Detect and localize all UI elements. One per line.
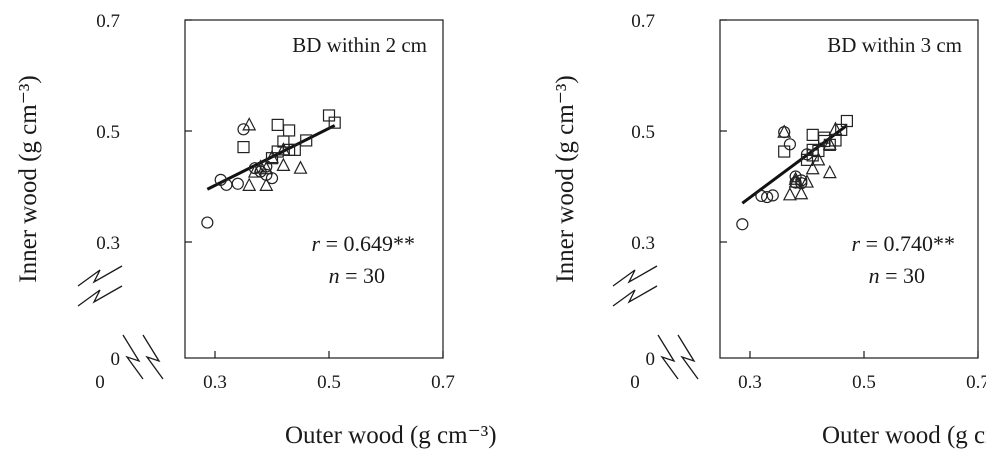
r-value: = 0.649**	[320, 231, 415, 256]
data-point-square	[300, 134, 313, 147]
y-tick-label: 0	[111, 349, 121, 370]
data-point-square	[328, 116, 341, 129]
sample-size-stat: n = 30	[869, 263, 925, 288]
data-point-square	[237, 140, 250, 154]
data-point-square	[288, 143, 301, 156]
chart-panel-2: 0 0.3 0.5 0.7 0 0.3 0.5 0.7 Outer wood (g cm⁻³) I…	[552, 11, 986, 449]
sample-size-stat: n = 30	[329, 263, 385, 288]
x-tick-label: 0	[630, 372, 640, 393]
data-point-square	[840, 114, 854, 128]
y-tick-label: 0.7	[96, 11, 120, 32]
y-tick-label: 0.7	[631, 11, 655, 32]
data-point-circle	[231, 177, 244, 190]
x-tick-label: 0.7	[966, 372, 986, 393]
y-tick-label: 0.5	[631, 122, 655, 143]
y-axis-break-icon	[77, 265, 123, 287]
data-point-triangle	[777, 124, 792, 138]
data-point-square	[271, 118, 284, 131]
x-tick-label: 0.3	[738, 372, 762, 393]
correlation-stat: r = 0.649**	[312, 231, 415, 256]
correlation-stat: r = 0.740**	[852, 231, 955, 256]
data-point-triangle	[242, 177, 257, 191]
data-point-square	[778, 145, 791, 158]
panel-annotation: BD within 3 cm	[827, 33, 962, 57]
data-point-square	[283, 124, 296, 137]
r-value: = 0.740**	[860, 231, 955, 256]
x-tick-label: 0.5	[852, 372, 876, 393]
y-axis-title: Inner wood (g cm⁻³)	[15, 75, 42, 282]
x-tick-label: 0.3	[203, 372, 227, 393]
x-axis-title: Outer wood (g cm⁻³)	[285, 422, 497, 449]
data-point-circle	[766, 189, 779, 202]
data-point-triangle	[247, 164, 262, 178]
y-axis-break-icon	[77, 285, 123, 307]
y-axis-title: Inner wood (g cm⁻³)	[552, 75, 579, 282]
data-point-triangle	[242, 117, 257, 131]
data-point-triangle	[822, 164, 837, 179]
data-point-circle	[201, 216, 214, 229]
y-axis-break-icon	[612, 265, 658, 287]
data-point-circle	[736, 218, 749, 231]
data-point-triangle	[259, 177, 274, 191]
y-tick-label: 0	[646, 349, 656, 370]
data-point-triangle	[794, 185, 809, 200]
x-axis-break-icon	[677, 334, 699, 380]
x-axis-break-icon	[657, 334, 679, 380]
x-axis-title: Outer wood (g cm⁻³)	[822, 422, 986, 449]
r-symbol: r	[852, 231, 861, 256]
data-point-triangle	[788, 171, 803, 185]
data-point-triangle	[293, 160, 308, 174]
data-point-triangle	[782, 187, 797, 201]
regression-line	[206, 124, 336, 191]
data-point-circle	[760, 190, 774, 204]
y-tick-label: 0.3	[96, 233, 120, 254]
y-tick-label: 0.3	[631, 233, 655, 254]
data-point-circle	[795, 177, 808, 190]
data-point-circle	[220, 178, 233, 191]
x-tick-label: 0.7	[431, 372, 455, 393]
panel-annotation: BD within 2 cm	[292, 33, 427, 57]
data-point-triangle	[788, 174, 803, 188]
n-value: = 30	[880, 263, 925, 288]
data-point-triangle	[276, 157, 291, 172]
x-axis-break-icon	[142, 334, 164, 380]
data-point-square	[806, 128, 819, 141]
r-symbol: r	[312, 231, 321, 256]
data-point-triangle	[805, 160, 820, 175]
data-point-triangle	[800, 174, 814, 188]
x-tick-label: 0	[95, 372, 105, 393]
data-point-triangle	[811, 152, 826, 166]
n-value: = 30	[340, 263, 385, 288]
chart-panel-1: 0 0.3 0.5 0.7 0 0.3 0.5 0.7 Outer wood (g cm⁻³) I…	[15, 11, 497, 449]
y-axis-break-icon	[612, 285, 658, 307]
plot-frame	[719, 19, 979, 359]
x-tick-label: 0.5	[317, 372, 341, 393]
x-axis-break-icon	[122, 334, 144, 380]
plot-frame	[184, 19, 444, 359]
data-point-triangle	[259, 160, 274, 175]
n-symbol: n	[329, 263, 340, 288]
n-symbol: n	[869, 263, 880, 288]
y-tick-label: 0.5	[96, 122, 120, 143]
